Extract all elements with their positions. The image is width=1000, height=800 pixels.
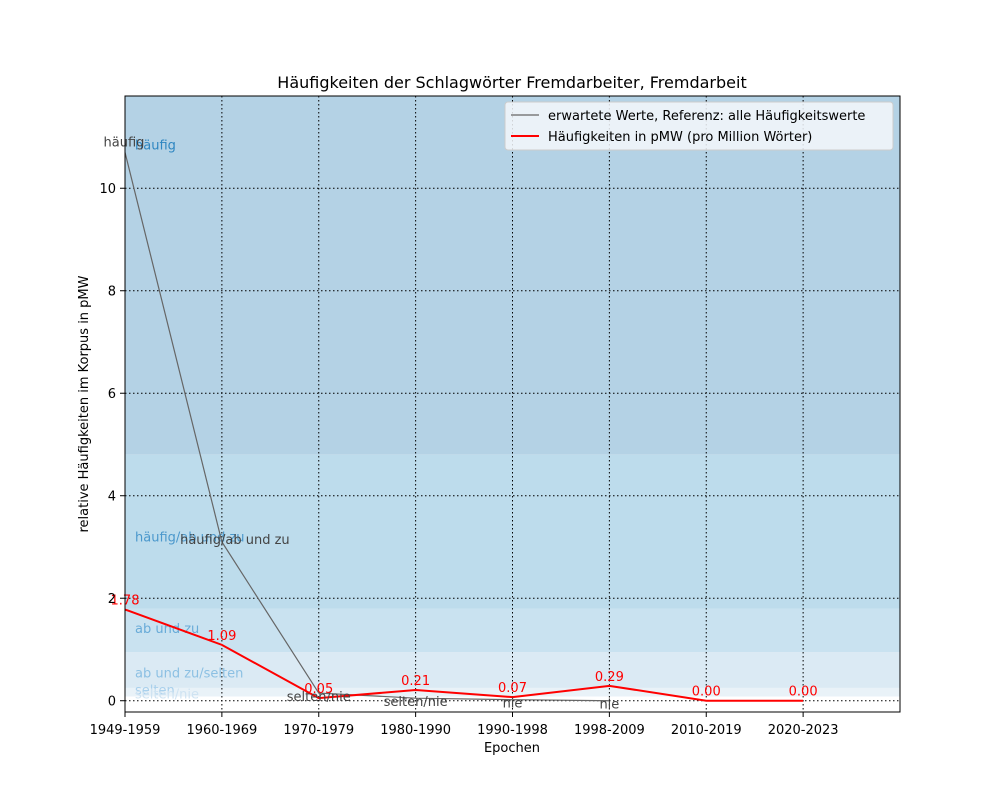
x-tick-label-6: 2010-2019 [671,723,742,738]
legend-entry-expected: erwartete Werte, Referenz: alle Häufigke… [548,109,865,124]
series-lines [124,152,804,702]
band-label-4: selten [135,683,175,698]
x-tick-label-7: 2020-2023 [768,723,839,738]
y-axis-label: relative Häufigkeiten im Korpus in pMW [77,275,92,532]
x-axis-ticks: 1949-1959 1960-1969 1970-1979 1980-1990 1990… [90,712,839,738]
x-tick-label-3: 1980-1990 [380,723,451,738]
y-tick-label-2: 4 [108,490,116,505]
band-label-5: selten/nie [135,688,199,703]
value-label-5: 0.29 [595,670,624,685]
band-3 [125,652,900,688]
expected-label-4: nie [503,697,523,712]
band-label-0: häufig [135,139,176,154]
series-line-0 [124,152,610,702]
y-tick-label-5: 10 [99,182,116,197]
expected-label-1: häufig/ab und zu [180,533,290,548]
band-label-2: ab und zu [135,622,199,637]
expected-label-5: nie [599,698,619,713]
y-axis-ticks: 0 2 4 6 8 10 [99,182,125,710]
band-label-1: häufig/ab und zu [135,531,245,546]
band-labels: häufig häufig/ab und zu ab und zu ab und zu… [135,139,245,703]
x-tick-label-2: 1970-1979 [283,723,354,738]
y-tick-label-0: 0 [108,695,116,710]
legend: erwartete Werte, Referenz: alle Häufigke… [504,101,894,151]
series-line-1 [124,608,804,702]
x-tick-label-0: 1949-1959 [90,723,161,738]
band-2 [125,608,900,653]
value-label-6: 0.00 [692,685,721,700]
x-tick-label-1: 1960-1969 [186,723,257,738]
point-labels: häufig häufig/ab und zu selten/nie selten/n… [104,135,818,712]
expected-label-2: selten/nie [287,690,351,705]
value-label-7: 0.00 [789,685,818,700]
x-tick-label-5: 1998-2009 [574,723,645,738]
value-label-2: 0.05 [304,682,333,697]
band-0 [125,96,900,455]
band-label-3: ab und zu/selten [135,667,243,682]
legend-box [504,101,894,151]
value-label-1: 1.09 [207,629,236,644]
y-tick-label-1: 2 [108,592,116,607]
value-label-4: 0.07 [498,681,527,696]
x-tick-label-4: 1990-1998 [477,723,548,738]
value-label-3: 0.21 [401,674,430,689]
legend-entry-frequency: Häufigkeiten in pMW (pro Million Wörter) [548,130,812,145]
y-tick-label-4: 8 [108,285,116,300]
x-axis-label: Epochen [484,741,540,756]
expected-label-0: häufig [104,135,145,150]
chart-title: Häufigkeiten der Schlagwörter Fremdarbei… [277,73,746,92]
expected-label-3: selten/nie [384,695,448,710]
y-tick-label-3: 6 [108,387,116,402]
grid-lines [124,96,900,712]
